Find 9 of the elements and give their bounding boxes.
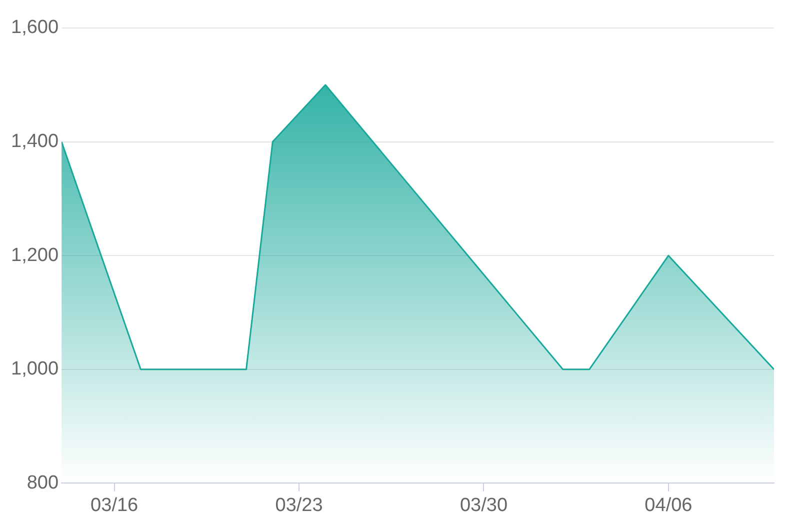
x-tick-label: 03/23: [275, 494, 323, 516]
y-tick-label: 1,000: [11, 358, 59, 380]
x-tick-label: 03/16: [90, 494, 138, 516]
y-tick-label: 1,400: [11, 131, 59, 152]
x-tick-label: 04/06: [644, 494, 692, 516]
y-tick-label: 1,200: [11, 244, 59, 266]
x-tick-label: 03/30: [460, 494, 508, 516]
y-tick-label: 800: [26, 472, 59, 494]
y-tick-label: 1,600: [11, 17, 59, 38]
